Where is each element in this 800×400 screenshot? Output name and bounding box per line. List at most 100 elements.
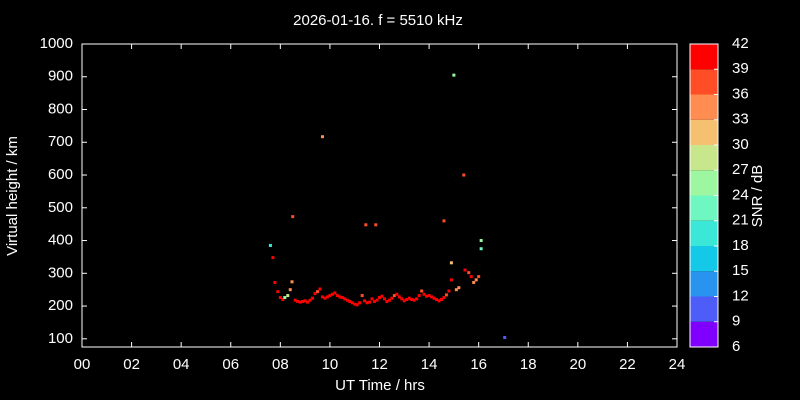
data-point bbox=[449, 278, 453, 282]
data-point bbox=[343, 297, 347, 301]
data-point bbox=[435, 298, 439, 302]
colorbar-band bbox=[690, 94, 718, 120]
y-tick-label: 900 bbox=[48, 68, 73, 85]
data-point bbox=[422, 292, 426, 296]
data-point bbox=[405, 298, 409, 302]
x-tick-label: 04 bbox=[173, 356, 190, 373]
colorbar-label: SNR / dB bbox=[749, 165, 766, 228]
data-point bbox=[449, 261, 453, 265]
data-point bbox=[380, 294, 384, 298]
data-point bbox=[400, 297, 404, 301]
x-tick-label: 18 bbox=[520, 356, 537, 373]
data-point bbox=[420, 289, 424, 293]
x-tick-label: 14 bbox=[421, 356, 438, 373]
data-point bbox=[397, 295, 401, 299]
data-point bbox=[474, 278, 478, 282]
x-tick-label: 00 bbox=[74, 356, 91, 373]
data-point bbox=[439, 298, 443, 302]
data-point bbox=[330, 292, 334, 296]
colorbar-tick-label: 36 bbox=[732, 85, 749, 102]
colorbar-band bbox=[690, 321, 718, 347]
data-point bbox=[365, 301, 369, 305]
data-point bbox=[291, 215, 295, 219]
data-point bbox=[402, 299, 406, 303]
data-point bbox=[390, 296, 394, 300]
x-tick-label: 08 bbox=[272, 356, 289, 373]
data-point bbox=[454, 288, 458, 292]
colorbar-band bbox=[690, 296, 718, 322]
data-point bbox=[503, 336, 507, 340]
data-point bbox=[412, 298, 416, 302]
data-point bbox=[308, 298, 312, 302]
data-point bbox=[276, 290, 280, 294]
colorbar-tick-label: 18 bbox=[732, 237, 749, 254]
data-point bbox=[395, 292, 399, 296]
data-point bbox=[385, 299, 389, 303]
data-point bbox=[463, 268, 467, 272]
colorbar-tick-label: 27 bbox=[732, 161, 749, 178]
data-point bbox=[298, 300, 302, 304]
data-point bbox=[318, 287, 322, 291]
colorbar-tick-label: 12 bbox=[732, 287, 749, 304]
colorbar-band bbox=[690, 44, 718, 70]
x-tick-label: 16 bbox=[470, 356, 487, 373]
data-point bbox=[430, 295, 434, 299]
colorbar-tick-label: 15 bbox=[732, 262, 749, 279]
data-point bbox=[382, 297, 386, 301]
x-tick-label: 24 bbox=[669, 356, 686, 373]
data-point bbox=[368, 300, 372, 304]
y-tick-label: 400 bbox=[48, 232, 73, 249]
data-point bbox=[338, 295, 342, 299]
x-tick-label: 12 bbox=[371, 356, 388, 373]
data-point bbox=[288, 288, 292, 292]
data-point bbox=[268, 243, 272, 247]
data-point bbox=[479, 239, 483, 243]
y-tick-label: 100 bbox=[48, 330, 73, 347]
data-point bbox=[457, 286, 461, 290]
colorbar-tick-label: 21 bbox=[732, 212, 749, 229]
data-point bbox=[370, 297, 374, 301]
data-point bbox=[328, 294, 332, 298]
data-point bbox=[410, 298, 414, 302]
x-tick-label: 10 bbox=[322, 356, 339, 373]
data-point bbox=[283, 296, 287, 300]
data-point bbox=[425, 294, 429, 298]
data-point bbox=[323, 296, 327, 300]
data-point bbox=[303, 299, 307, 303]
chart-title: 2026-01-16. f = 5510 kHz bbox=[293, 12, 463, 29]
data-point bbox=[333, 291, 337, 295]
data-point bbox=[301, 299, 305, 303]
x-tick-label: 22 bbox=[619, 356, 636, 373]
colorbar-band bbox=[690, 271, 718, 297]
colorbar-tick-label: 24 bbox=[732, 186, 749, 203]
data-point bbox=[417, 294, 421, 298]
data-point bbox=[407, 296, 411, 300]
colorbar-tick-label: 9 bbox=[732, 313, 740, 330]
data-point bbox=[447, 289, 451, 293]
data-point bbox=[378, 296, 381, 300]
data-point bbox=[296, 299, 300, 303]
data-point bbox=[335, 294, 339, 298]
data-point bbox=[320, 295, 324, 299]
colorbar-band bbox=[690, 195, 718, 221]
data-point bbox=[311, 296, 315, 300]
data-point bbox=[452, 73, 456, 77]
data-point bbox=[293, 298, 297, 302]
colorbar-band bbox=[690, 145, 718, 171]
x-tick-label: 06 bbox=[222, 356, 239, 373]
data-point bbox=[442, 296, 446, 300]
data-point bbox=[316, 290, 320, 294]
data-point bbox=[313, 292, 317, 296]
data-point bbox=[340, 296, 344, 300]
data-point bbox=[273, 280, 277, 284]
x-tick-label: 02 bbox=[123, 356, 140, 373]
data-point bbox=[281, 298, 285, 302]
colorbar-tick-label: 6 bbox=[732, 338, 740, 355]
data-point bbox=[444, 293, 448, 297]
colorbar-tick-label: 39 bbox=[732, 60, 749, 77]
data-point bbox=[373, 299, 377, 303]
colorbar-band bbox=[690, 220, 718, 246]
data-point bbox=[392, 294, 396, 298]
data-point bbox=[472, 280, 476, 284]
